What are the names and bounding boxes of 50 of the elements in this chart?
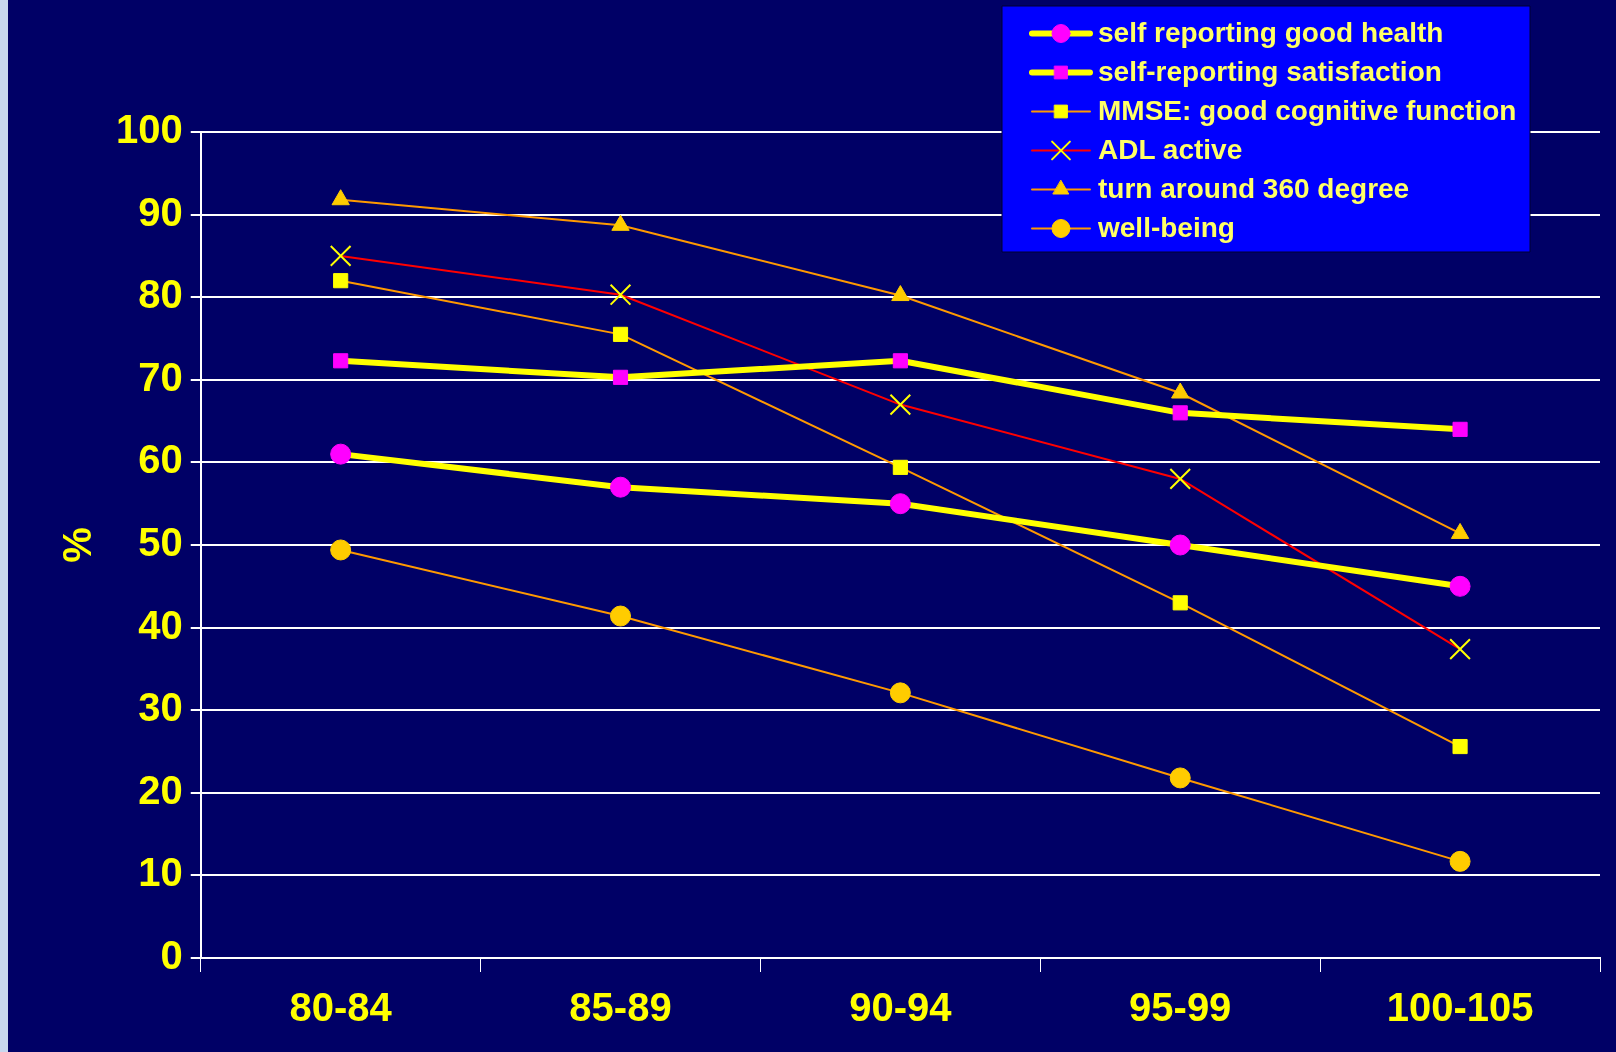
legend-label: turn around 360 degree — [1098, 173, 1410, 205]
y-tick-label: 70 — [138, 354, 183, 399]
legend-label: well-being — [1097, 212, 1235, 244]
point — [1449, 850, 1471, 872]
point — [1172, 595, 1188, 611]
x-tick-label: 80-84 — [289, 985, 393, 1030]
point — [1449, 638, 1471, 660]
point — [1452, 421, 1468, 437]
y-tick-label: 50 — [138, 520, 183, 565]
legend-label: self reporting good health — [1098, 17, 1444, 49]
point — [1449, 575, 1471, 597]
point — [1169, 534, 1191, 556]
x-tick-label: 100-105 — [1386, 985, 1534, 1030]
y-tick-label: 10 — [138, 850, 183, 895]
y-tick-label: 60 — [138, 437, 183, 482]
x-tick-label: 90-94 — [849, 985, 953, 1030]
legend-label: MMSE: good cognitive function — [1098, 95, 1517, 127]
point — [330, 539, 352, 561]
point — [892, 459, 908, 475]
point — [1452, 738, 1468, 755]
y-tick-label: 0 — [160, 933, 183, 978]
y-tick-label: 90 — [138, 189, 183, 234]
point — [1169, 767, 1191, 789]
point — [333, 273, 349, 289]
point — [331, 189, 350, 206]
point — [612, 326, 629, 342]
y-axis-title: % — [55, 527, 100, 563]
x-tick-label: 85-89 — [569, 985, 672, 1030]
y-tick-label: 100 — [115, 107, 183, 152]
point — [892, 353, 908, 369]
y-tick-label: 80 — [138, 272, 183, 317]
y-tick-label: 40 — [138, 602, 183, 647]
point — [333, 353, 349, 369]
legend-label: self-reporting satisfaction — [1098, 56, 1442, 88]
point — [330, 443, 352, 465]
point — [610, 605, 632, 627]
point — [889, 393, 912, 416]
point — [889, 493, 911, 515]
point — [1172, 405, 1188, 421]
point — [891, 285, 910, 302]
y-tick-label: 30 — [138, 685, 183, 730]
point — [612, 369, 629, 385]
point — [1169, 468, 1192, 490]
point — [609, 283, 632, 306]
x-tick-label: 95-99 — [1129, 985, 1232, 1030]
point — [889, 682, 911, 704]
point — [610, 476, 632, 498]
y-tick-label: 20 — [138, 767, 183, 812]
point — [329, 245, 352, 267]
legend-label: ADL active — [1098, 134, 1243, 166]
